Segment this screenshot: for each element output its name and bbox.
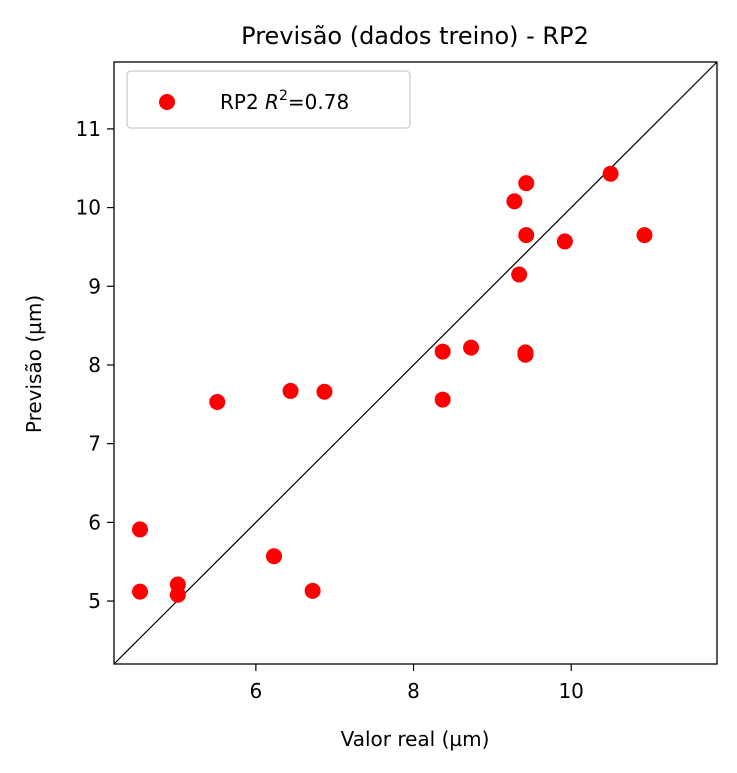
data-points (132, 165, 653, 603)
legend: RP2 R2=0.78 (126, 70, 411, 129)
data-point (209, 393, 226, 410)
x-tick-label: 8 (407, 679, 420, 703)
identity-reference-line (113, 61, 718, 665)
y-tick-label: 11 (76, 117, 101, 141)
y-tick-label: 7 (88, 432, 101, 456)
data-point (518, 175, 535, 192)
data-point (518, 227, 535, 244)
y-axis-label: Previsão (µm) (22, 295, 46, 433)
chart-title: Previsão (dados treino) - RP2 (241, 22, 589, 50)
plot-area (113, 61, 718, 665)
x-tick-label: 10 (558, 679, 583, 703)
x-axis-ticks: 6 8 10 (250, 664, 584, 703)
legend-r-exponent: 2 (279, 88, 288, 104)
y-tick-label: 8 (88, 353, 101, 377)
y-axis-ticks: 5 6 7 8 9 10 11 (76, 117, 114, 613)
data-point (511, 266, 528, 283)
data-point (517, 346, 534, 363)
data-point (304, 582, 321, 599)
data-point (169, 586, 186, 603)
data-point (556, 233, 573, 250)
data-point (636, 227, 653, 244)
data-point (282, 382, 299, 399)
data-point (506, 193, 523, 210)
data-point (316, 383, 333, 400)
y-tick-label: 5 (88, 589, 101, 613)
legend-box (126, 70, 411, 129)
data-point (266, 548, 283, 565)
data-point (132, 583, 149, 600)
data-point (434, 391, 451, 408)
x-tick-label: 6 (250, 679, 263, 703)
data-point (463, 339, 480, 356)
legend-marker (159, 94, 175, 110)
x-axis-label: Valor real (µm) (341, 727, 490, 751)
y-tick-label: 6 (88, 510, 101, 534)
legend-series-prefix: RP2 (220, 90, 265, 114)
y-tick-label: 10 (76, 196, 101, 220)
data-point (132, 521, 149, 538)
legend-label: RP2 R2=0.78 (220, 88, 349, 114)
legend-r-symbol: R (265, 90, 279, 114)
y-tick-label: 9 (88, 274, 101, 298)
plot-frame (113, 61, 718, 665)
legend-r-value: =0.78 (288, 90, 349, 114)
data-point (602, 165, 619, 182)
data-point (434, 343, 451, 360)
